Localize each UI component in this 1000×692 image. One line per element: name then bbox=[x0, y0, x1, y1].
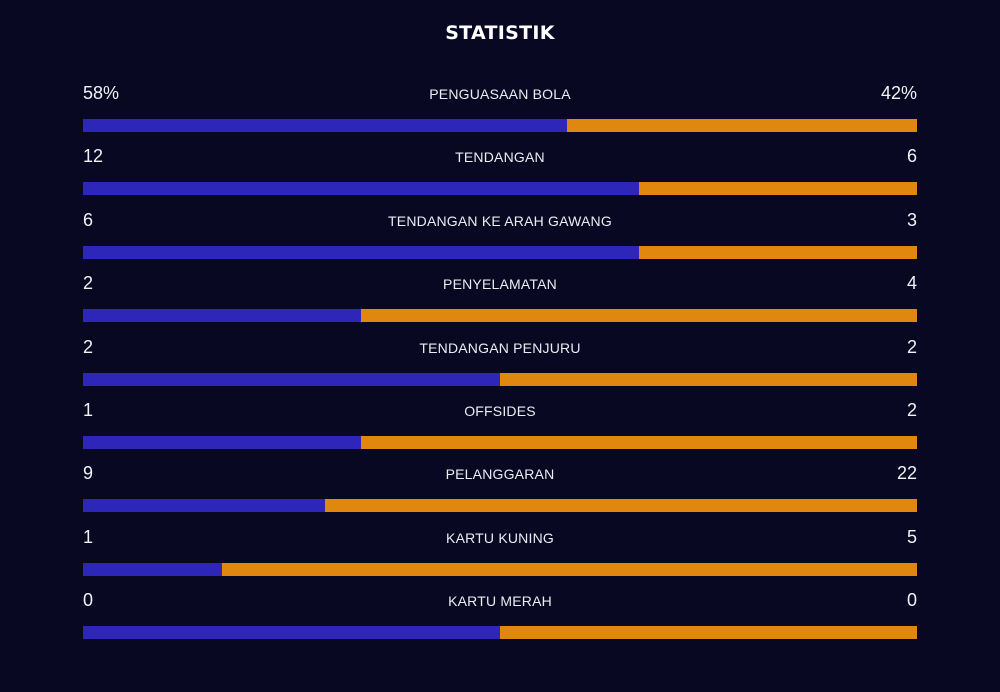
away-value: 22 bbox=[896, 463, 917, 484]
home-value: 9 bbox=[83, 463, 94, 484]
stat-row-fouls: 9 PELANGGARAN 22 bbox=[83, 458, 917, 521]
away-value: 42% bbox=[880, 83, 917, 103]
stat-row-offsides: 1 OFFSIDES 2 bbox=[83, 395, 917, 458]
away-value: 6 bbox=[906, 146, 917, 167]
home-value: 58% bbox=[83, 83, 120, 103]
away-value: 0 bbox=[906, 590, 917, 611]
comparison-bar bbox=[83, 562, 917, 576]
comparison-bar bbox=[83, 119, 917, 132]
away-bar-fill bbox=[566, 119, 917, 132]
stat-label: TENDANGAN PENJURU bbox=[419, 339, 581, 356]
away-bar-fill bbox=[360, 435, 917, 449]
comparison-bar bbox=[83, 372, 917, 386]
home-bar-fill bbox=[83, 119, 567, 132]
home-value: 2 bbox=[83, 336, 94, 357]
home-bar-fill bbox=[83, 626, 500, 640]
stat-row-shots-on-target: 6 TENDANGAN KE ARAH GAWANG 3 bbox=[83, 205, 917, 268]
home-value: 1 bbox=[83, 399, 94, 420]
comparison-bar bbox=[83, 499, 917, 513]
home-value: 2 bbox=[83, 273, 94, 294]
away-value: 2 bbox=[906, 336, 917, 357]
stat-label: PENGUASAAN BOLA bbox=[429, 86, 571, 102]
stats-list: 58% PENGUASAAN BOLA 42% 12 TENDANGAN 6 6… bbox=[83, 78, 917, 649]
stat-row-saves: 2 PENYELAMATAN 4 bbox=[83, 268, 917, 331]
home-bar-fill bbox=[83, 562, 223, 576]
home-value: 6 bbox=[83, 209, 94, 230]
stat-label: TENDANGAN bbox=[455, 149, 545, 166]
away-bar-fill bbox=[360, 309, 917, 323]
home-bar-fill bbox=[83, 499, 326, 513]
away-value: 5 bbox=[906, 526, 917, 547]
comparison-bar bbox=[83, 182, 917, 196]
page-title: STATISTIK bbox=[445, 22, 555, 44]
stat-row-yellow-cards: 1 KARTU KUNING 5 bbox=[83, 522, 917, 585]
away-value: 2 bbox=[906, 399, 917, 420]
stat-row-shots: 12 TENDANGAN 6 bbox=[83, 141, 917, 204]
home-value: 0 bbox=[83, 590, 94, 611]
comparison-bar bbox=[83, 245, 917, 259]
stat-row-red-cards: 0 KARTU MERAH 0 bbox=[83, 585, 917, 648]
stat-row-possession: 58% PENGUASAAN BOLA 42% bbox=[83, 78, 917, 141]
comparison-bar bbox=[83, 626, 917, 640]
stat-label: PENYELAMATAN bbox=[443, 276, 557, 293]
home-bar-fill bbox=[83, 309, 361, 323]
home-bar-fill bbox=[83, 245, 640, 259]
home-value: 12 bbox=[83, 146, 104, 167]
comparison-bar bbox=[83, 435, 917, 449]
stat-label: KARTU MERAH bbox=[448, 593, 552, 610]
stat-label: KARTU KUNING bbox=[446, 529, 554, 546]
stat-label: OFFSIDES bbox=[464, 402, 536, 419]
stat-row-corners: 2 TENDANGAN PENJURU 2 bbox=[83, 332, 917, 395]
away-bar-fill bbox=[500, 372, 917, 386]
away-bar-fill bbox=[639, 245, 917, 259]
comparison-bar bbox=[83, 309, 917, 323]
away-bar-fill bbox=[500, 626, 917, 640]
away-bar-fill bbox=[222, 562, 917, 576]
away-bar-fill bbox=[639, 182, 917, 196]
away-value: 3 bbox=[906, 209, 917, 230]
away-value: 4 bbox=[906, 273, 917, 294]
home-bar-fill bbox=[83, 182, 640, 196]
home-bar-fill bbox=[83, 435, 361, 449]
stat-label: TENDANGAN KE ARAH GAWANG bbox=[388, 212, 612, 229]
away-bar-fill bbox=[325, 499, 917, 513]
home-value: 1 bbox=[83, 526, 94, 547]
home-bar-fill bbox=[83, 372, 500, 386]
stat-label: PELANGGARAN bbox=[445, 466, 555, 483]
